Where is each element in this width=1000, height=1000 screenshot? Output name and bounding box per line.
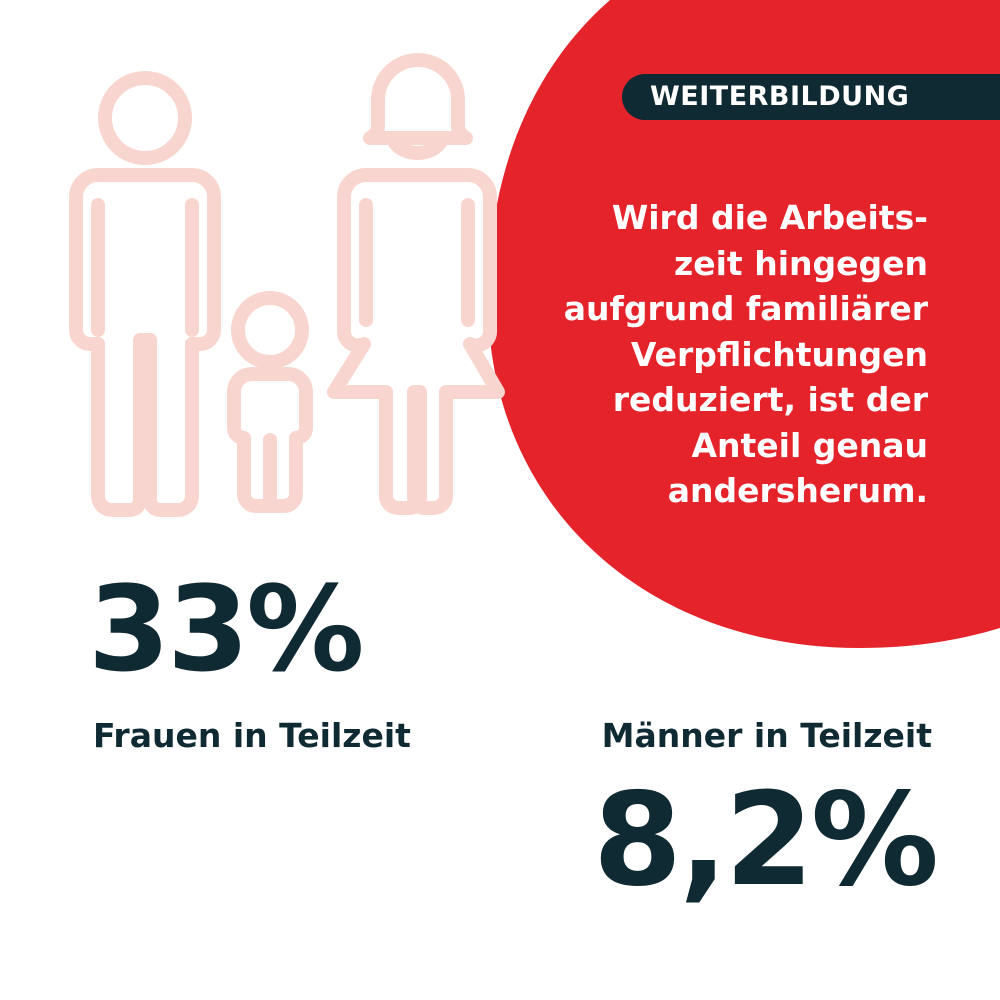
quote-line: Anteil genau bbox=[691, 425, 928, 465]
quote-line: andersherum. bbox=[667, 471, 928, 510]
quote-line: Wird die Arbeits- bbox=[611, 198, 928, 237]
quote-text: Wird die Arbeits- zeit hingegen aufgrund… bbox=[508, 195, 928, 514]
category-tag: WEITERBILDUNG bbox=[622, 74, 1000, 120]
men-label: Männer in Teilzeit bbox=[601, 716, 932, 755]
women-label: Frauen in Teilzeit bbox=[93, 716, 411, 755]
quote-line: aufgrund familiärer bbox=[563, 289, 928, 328]
men-percentage: 8,2% bbox=[593, 766, 939, 915]
quote-line: Verpflichtungen bbox=[630, 334, 928, 374]
quote-line: zeit hingegen bbox=[674, 243, 928, 283]
women-percentage: 33% bbox=[88, 560, 364, 698]
quote-line: reduziert, ist der bbox=[612, 380, 928, 419]
